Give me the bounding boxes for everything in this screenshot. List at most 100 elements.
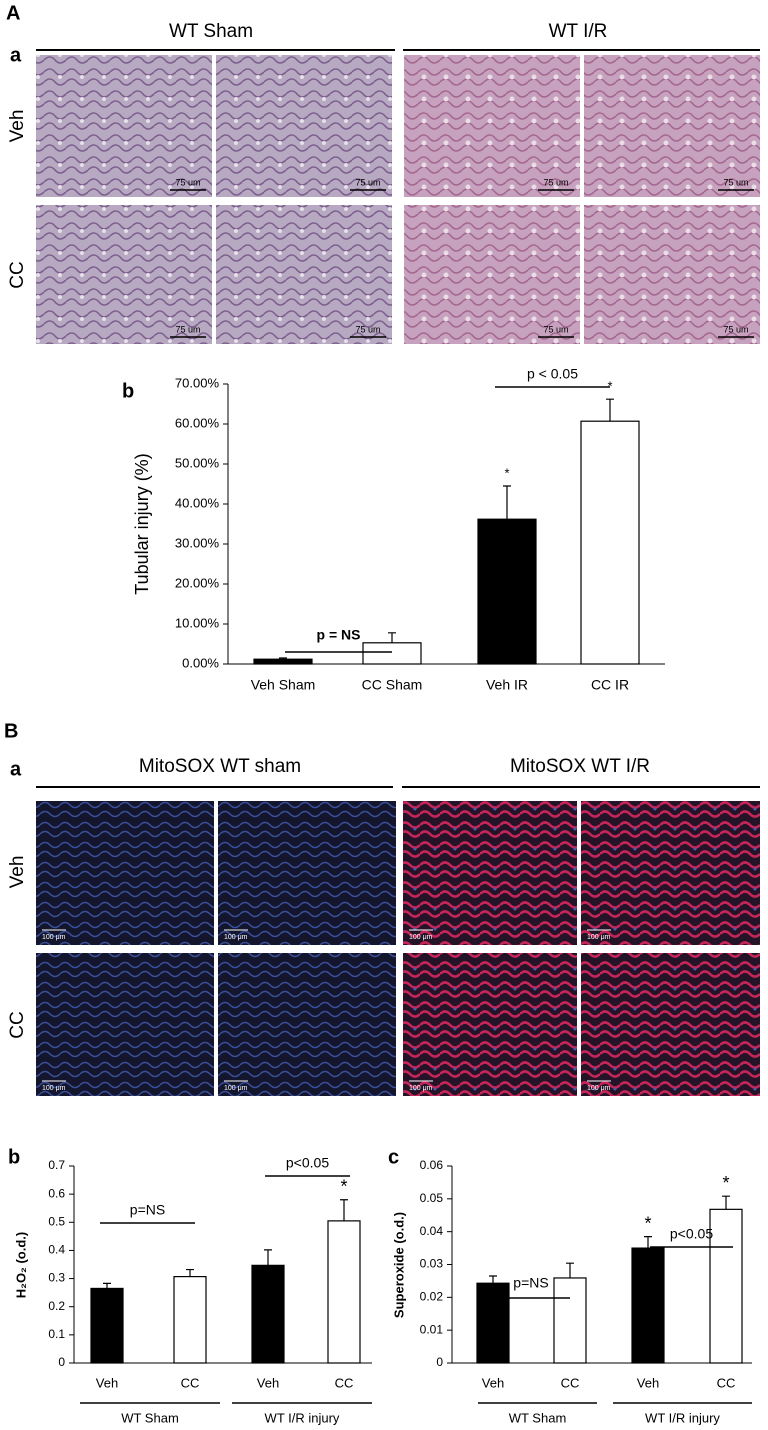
x-tick-label: Veh bbox=[257, 1375, 279, 1390]
significance: * bbox=[607, 379, 612, 394]
error-bar bbox=[489, 1275, 497, 1284]
scale-label: 100 μm bbox=[409, 1085, 433, 1092]
x-tick-label: Veh bbox=[637, 1375, 659, 1390]
y-tick-label: 0 bbox=[58, 1355, 65, 1369]
micrograph bbox=[403, 953, 577, 1096]
micrograph bbox=[584, 55, 760, 197]
scale-label: 100 μm bbox=[224, 934, 248, 941]
panel-label: a bbox=[10, 44, 22, 66]
y-tick-label: 0.02 bbox=[420, 1290, 444, 1304]
panel-label: b bbox=[8, 1146, 20, 1168]
y-tick-label: 70.00% bbox=[175, 375, 220, 390]
bar bbox=[476, 1282, 510, 1364]
x-tick-label: Veh IR bbox=[486, 677, 528, 693]
scale-label: 100 μm bbox=[587, 934, 611, 941]
scale-label: 75 um bbox=[543, 324, 568, 334]
scale-label: 75 um bbox=[175, 177, 200, 187]
scale-label: 75 um bbox=[723, 324, 748, 334]
error-bar bbox=[503, 485, 511, 520]
y-tick-label: 0.01 bbox=[420, 1322, 444, 1336]
y-axis-label: H₂O₂ (o.d.) bbox=[13, 1232, 28, 1298]
comparison-label: p<0.05 bbox=[286, 1155, 329, 1171]
x-tick-label: CC bbox=[181, 1375, 200, 1390]
scale-label: 75 um bbox=[723, 177, 748, 187]
error-bar bbox=[264, 1249, 272, 1266]
bar bbox=[251, 1264, 285, 1364]
row-label: CC bbox=[7, 1011, 28, 1038]
panel-label: A bbox=[6, 2, 20, 24]
y-tick-label: 50.00% bbox=[175, 455, 220, 470]
error-bar bbox=[606, 398, 614, 422]
comparison-label: p=NS bbox=[130, 1202, 165, 1218]
comparison-label: p < 0.05 bbox=[527, 366, 578, 382]
scale-label: 75 um bbox=[355, 177, 380, 187]
y-tick-label: 40.00% bbox=[175, 495, 220, 510]
micrograph bbox=[218, 953, 396, 1096]
error-bar bbox=[340, 1199, 348, 1221]
group-heading: MitoSOX WT sham bbox=[139, 756, 301, 777]
panel-label: c bbox=[388, 1146, 399, 1168]
micrograph bbox=[581, 801, 760, 945]
micrograph bbox=[36, 801, 214, 945]
comparison-label: p=NS bbox=[513, 1275, 548, 1291]
micrograph bbox=[216, 55, 392, 197]
bar bbox=[477, 518, 537, 665]
scale-label: 100 μm bbox=[224, 1085, 248, 1092]
scale-label: 75 um bbox=[175, 324, 200, 334]
x-tick-label: CC bbox=[717, 1375, 736, 1390]
y-tick-label: 0.4 bbox=[48, 1243, 65, 1257]
error-bar bbox=[279, 657, 287, 660]
panel-label: b bbox=[122, 380, 134, 402]
y-axis-label: Superoxide (o.d.) bbox=[391, 1212, 406, 1318]
scale-label: 75 um bbox=[543, 177, 568, 187]
group-label: WT I/R injury bbox=[645, 1410, 720, 1425]
significance: * bbox=[340, 1177, 347, 1197]
y-tick-label: 0.1 bbox=[48, 1327, 65, 1341]
y-tick-label: 0 bbox=[436, 1355, 443, 1369]
y-axis-label: Tubular injury (%) bbox=[132, 453, 152, 594]
y-tick-label: 0.7 bbox=[48, 1158, 65, 1172]
error-bar bbox=[722, 1195, 730, 1210]
x-tick-label: Veh Sham bbox=[251, 677, 316, 693]
group-heading: MitoSOX WT I/R bbox=[510, 756, 650, 777]
row-label: Veh bbox=[7, 856, 28, 889]
y-tick-label: 30.00% bbox=[175, 535, 220, 550]
row-label: CC bbox=[7, 261, 28, 288]
significance: * bbox=[644, 1213, 651, 1233]
panel-label: a bbox=[10, 758, 22, 780]
bar bbox=[327, 1220, 361, 1364]
x-tick-label: CC IR bbox=[591, 677, 629, 693]
y-tick-label: 0.6 bbox=[48, 1186, 65, 1200]
scale-label: 100 μm bbox=[42, 1085, 66, 1092]
y-tick-label: 20.00% bbox=[175, 575, 220, 590]
bar bbox=[553, 1277, 587, 1364]
y-tick-label: 0.04 bbox=[420, 1224, 444, 1238]
significance: * bbox=[504, 465, 509, 480]
y-tick-label: 0.5 bbox=[48, 1214, 65, 1228]
bar bbox=[631, 1247, 665, 1364]
comparison-label: p<0.05 bbox=[670, 1226, 713, 1242]
group-label: WT Sham bbox=[509, 1410, 567, 1425]
micrograph bbox=[36, 55, 212, 197]
panel-label: B bbox=[4, 720, 18, 742]
bar bbox=[253, 658, 313, 665]
scale-label: 75 um bbox=[355, 324, 380, 334]
micrograph bbox=[584, 205, 760, 344]
error-bar bbox=[388, 632, 396, 643]
y-tick-label: 0.05 bbox=[420, 1191, 444, 1205]
y-tick-label: 0.2 bbox=[48, 1299, 65, 1313]
group-label: WT Sham bbox=[121, 1410, 179, 1425]
significance: * bbox=[722, 1173, 729, 1193]
error-bar bbox=[644, 1235, 652, 1249]
x-tick-label: CC Sham bbox=[362, 677, 423, 693]
x-tick-label: CC bbox=[561, 1375, 580, 1390]
y-tick-label: 60.00% bbox=[175, 415, 220, 430]
micrograph bbox=[403, 801, 577, 945]
bar bbox=[362, 642, 422, 665]
bar bbox=[709, 1208, 743, 1364]
x-tick-label: Veh bbox=[482, 1375, 504, 1390]
bar bbox=[173, 1276, 207, 1364]
group-heading: WT I/R bbox=[549, 21, 608, 42]
y-tick-label: 0.06 bbox=[420, 1158, 444, 1172]
